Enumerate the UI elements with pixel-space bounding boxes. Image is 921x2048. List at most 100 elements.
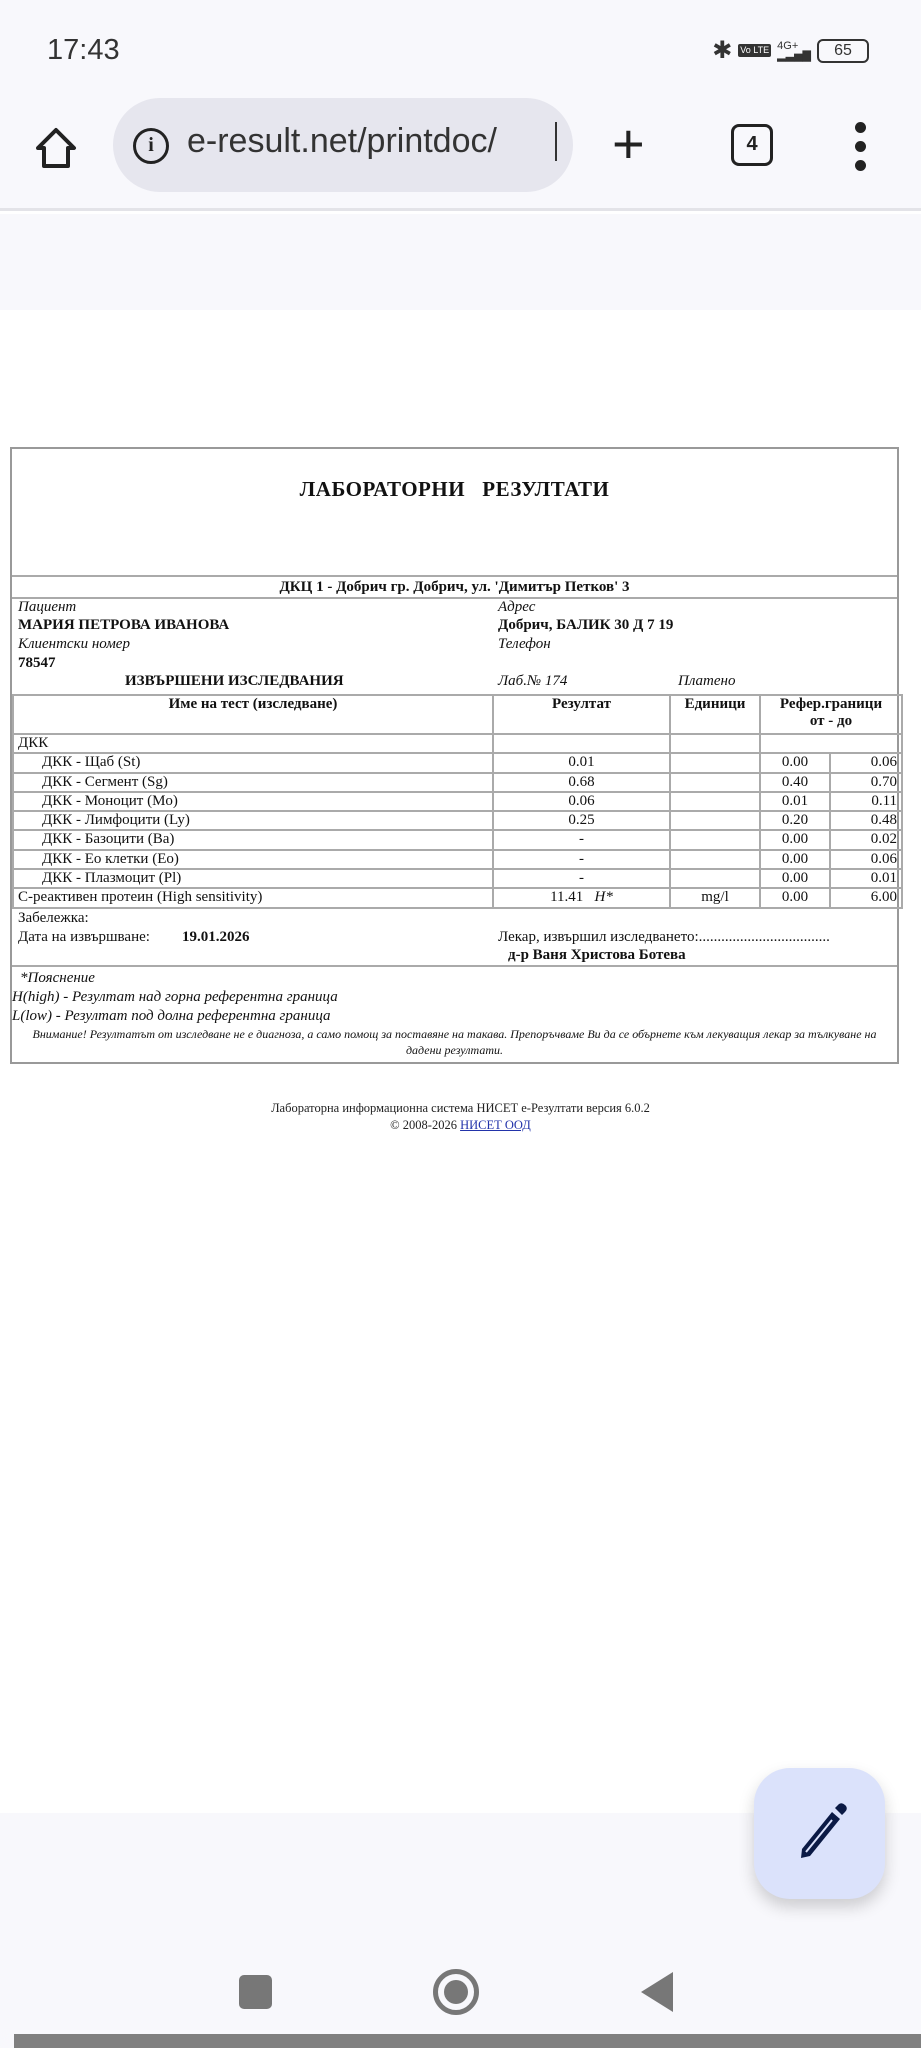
test-units xyxy=(669,790,761,813)
test-result: - xyxy=(492,829,671,851)
tests-heading: ИЗВЪРШЕНИ ИЗСЛЕДВАНИЯ xyxy=(125,673,344,689)
ref-to: 0.11 xyxy=(828,790,904,813)
status-icons: ✱ Vo LTE 4G+ ▂▃▅▇ 65 xyxy=(712,36,869,65)
test-result: 0.01 xyxy=(492,752,671,774)
test-units xyxy=(669,771,761,793)
col-ref-sub: от - до xyxy=(809,713,853,729)
pencil-icon xyxy=(801,1803,847,1858)
col-units: Единици xyxy=(669,694,761,735)
clock: 17:43 xyxy=(47,34,120,66)
ref-to: 0.06 xyxy=(828,752,904,774)
signal-icon: 4G+ ▂▃▅▇ xyxy=(777,39,811,62)
ref-to: 0.02 xyxy=(828,829,904,851)
edit-fab-button[interactable] xyxy=(754,1768,885,1899)
high-flag: H* xyxy=(594,889,613,906)
ref-from: 0.00 xyxy=(759,829,831,851)
info-icon[interactable]: i xyxy=(133,128,169,164)
doctor-label: Лекар, извършил изследването:...........… xyxy=(498,928,830,945)
footer-system: Лабораторна информационна система НИСЕТ … xyxy=(271,1101,650,1115)
test-result: 0.68 xyxy=(492,771,671,793)
plus-icon[interactable]: + xyxy=(612,112,645,175)
result-value: 11.41 xyxy=(550,889,584,906)
client-no: 78547 xyxy=(18,655,56,671)
test-units xyxy=(669,868,761,890)
test-units xyxy=(669,752,761,774)
ref-from: 0.40 xyxy=(759,771,831,793)
niset-link[interactable]: НИСЕТ ООД xyxy=(460,1118,531,1132)
test-name: C-реактивен протеин (High sensitivity) xyxy=(12,887,494,909)
test-units xyxy=(669,829,761,851)
group-row: ДКК xyxy=(12,732,904,755)
network-type: 4G+ xyxy=(777,39,799,52)
test-units xyxy=(669,810,761,832)
patient-info: Пациент МАРИЯ ПЕТРОВА ИВАНОВА Клиентски … xyxy=(12,599,897,694)
url-text[interactable]: e-result.net/printdoc/ xyxy=(187,122,557,161)
menu-icon[interactable] xyxy=(855,122,867,179)
address-bar[interactable]: i e-result.net/printdoc/ xyxy=(113,98,573,192)
home-icon[interactable] xyxy=(34,126,78,170)
test-name: ДКК - Базоцити (Ba) xyxy=(12,829,494,851)
ref-from: 0.00 xyxy=(759,868,831,890)
test-name: ДКК - Щаб (St) xyxy=(12,752,494,774)
gesture-bar xyxy=(14,2034,921,2048)
test-units xyxy=(669,848,761,871)
battery-icon: 65 xyxy=(817,38,869,63)
patient-name: МАРИЯ ПЕТРОВА ИВАНОВА xyxy=(18,617,230,633)
doctor-name: д-р Ваня Христова Ботева xyxy=(508,946,686,963)
col-ref: Рефер.граници от - до xyxy=(758,694,904,735)
ref-to: 0.06 xyxy=(828,848,904,871)
test-units: mg/l xyxy=(669,887,761,909)
table-row: ДКК - Сегмент (Sg) 0.68 0.40 0.70 xyxy=(12,771,904,793)
table-row: ДКК - Базоцити (Ba) - 0.00 0.02 xyxy=(12,829,904,851)
group-name: ДКК xyxy=(12,732,494,755)
lab-report: ЛАБОРАТОРНИ РЕЗУЛТАТИ ДКЦ 1 - Добрич гр.… xyxy=(10,447,904,1064)
client-no-label: Клиентски номер xyxy=(18,636,130,652)
low-legend: L(low) - Резултат под долна референтна г… xyxy=(12,1007,331,1024)
ref-to: 0.01 xyxy=(828,868,904,890)
ref-from: 0.01 xyxy=(759,790,831,813)
test-name: ДКК - Плазмоцит (Pl) xyxy=(12,868,494,890)
ref-to: 0.70 xyxy=(828,771,904,793)
clinic-address: ДКЦ 1 - Добрич гр. Добрич, ул. 'Димитър … xyxy=(12,577,897,599)
table-row: ДКК - Ео клетки (Eo) - 0.00 0.06 xyxy=(12,848,904,871)
footer: Лабораторна информационна система НИСЕТ … xyxy=(0,1100,921,1134)
ref-from: 0.20 xyxy=(759,810,831,832)
ref-from: 0.00 xyxy=(759,752,831,774)
patient-label: Пациент xyxy=(18,599,77,615)
test-name: ДКК - Ео клетки (Eo) xyxy=(12,848,494,871)
date: 19.01.2026 xyxy=(182,928,250,945)
status-bar: 17:43 ✱ Vo LTE 4G+ ▂▃▅▇ 65 xyxy=(0,0,921,100)
col-name: Име на тест (изследване) xyxy=(12,694,494,735)
ref-from: 0.00 xyxy=(759,848,831,871)
ref-from: 0.00 xyxy=(759,887,831,909)
back-icon[interactable] xyxy=(641,1972,673,2012)
test-name: ДКК - Лимфоцити (Ly) xyxy=(12,810,494,832)
table-row: C-реактивен протеин (High sensitivity) 1… xyxy=(12,887,904,909)
table-header: Име на тест (изследване) Резултат Единиц… xyxy=(12,694,904,735)
test-result: 0.06 xyxy=(492,790,671,813)
test-result: - xyxy=(492,848,671,871)
report-title: ЛАБОРАТОРНИ РЕЗУЛТАТИ xyxy=(12,449,897,577)
lab-number: Лаб.№ 174 xyxy=(498,673,568,689)
test-result: - xyxy=(492,868,671,890)
remark-label: Забележка: xyxy=(18,909,89,926)
page-header-band xyxy=(0,214,921,310)
bluetooth-icon: ✱ xyxy=(712,37,733,64)
explanation-title: *Пояснение xyxy=(20,969,95,986)
high-legend: H(high) - Резултат над горна референтна … xyxy=(12,988,338,1005)
results-table: Име на тест (изследване) Резултат Единиц… xyxy=(12,694,904,909)
copyright: © 2008-2026 xyxy=(390,1118,457,1132)
home-button-icon[interactable] xyxy=(433,1969,479,2015)
address: Добрич, БАЛИК 30 Д 7 19 xyxy=(498,617,674,633)
paid-status: Платено xyxy=(678,673,736,689)
ref-to: 6.00 xyxy=(828,887,904,909)
test-name: ДКК - Сегмент (Sg) xyxy=(12,771,494,793)
test-name: ДКК - Моноцит (Mo) xyxy=(12,790,494,813)
tabs-icon[interactable]: 4 xyxy=(731,124,773,166)
col-result: Резултат xyxy=(492,694,671,735)
recents-icon[interactable] xyxy=(239,1975,272,2009)
table-row: ДКК - Щаб (St) 0.01 0.00 0.06 xyxy=(12,752,904,774)
browser-toolbar: i e-result.net/printdoc/ + 4 xyxy=(0,98,921,211)
disclaimer: Внимание! Резултатът от изследване не е … xyxy=(32,1026,877,1057)
volte-icon: Vo LTE xyxy=(738,44,772,57)
